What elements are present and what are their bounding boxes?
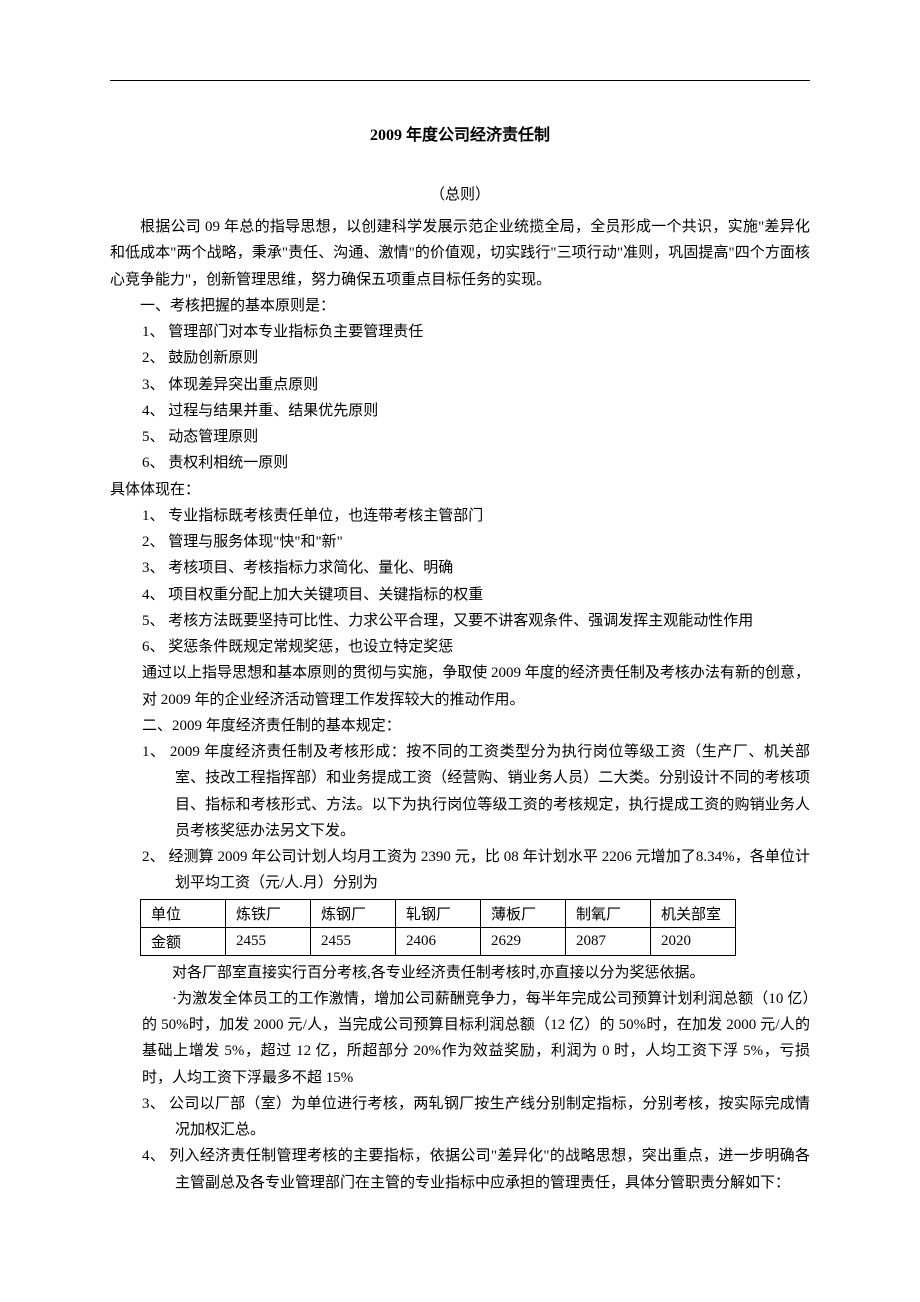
principles-list: 1、 管理部门对本专业指标负主要管理责任 2、 鼓励创新原则 3、 体现差异突出… xyxy=(142,319,810,477)
table-cell: 2629 xyxy=(481,927,566,955)
embody-item: 2、 管理与服务体现"快"和"新" xyxy=(142,529,810,555)
transition-paragraph: 通过以上指导思想和基本原则的贯彻与实施，争取使 2009 年度的经济责任制及考核… xyxy=(142,660,810,713)
table-row-header: 单位 炼铁厂 炼钢厂 轧钢厂 薄板厂 制氧厂 机关部室 xyxy=(141,899,736,927)
after-table-block: 对各厂部室直接实行百分考核,各专业经济责任制考核时,亦直接以分为奖惩依据。 ·为… xyxy=(142,960,810,1091)
table-cell: 炼铁厂 xyxy=(226,899,311,927)
section-2-heading: 二、2009 年度经济责任制的基本规定： xyxy=(142,713,810,739)
document-subtitle: （总则） xyxy=(110,183,810,204)
principle-item: 2、 鼓励创新原则 xyxy=(142,345,810,371)
table-cell: 轧钢厂 xyxy=(396,899,481,927)
section-1-heading: 一、考核把握的基本原则是： xyxy=(110,293,810,319)
table-cell: 2087 xyxy=(566,927,651,955)
principle-item: 1、 管理部门对本专业指标负主要管理责任 xyxy=(142,319,810,345)
principle-item: 4、 过程与结果并重、结果优先原则 xyxy=(142,398,810,424)
after-table-line-1: 对各厂部室直接实行百分考核,各专业经济责任制考核时,亦直接以分为奖惩依据。 xyxy=(142,960,810,986)
table-row-values: 金额 2455 2455 2406 2629 2087 2020 xyxy=(141,927,736,955)
embody-item: 4、 项目权重分配上加大关键项目、关键指标的权重 xyxy=(142,582,810,608)
transition-block: 通过以上指导思想和基本原则的贯彻与实施，争取使 2009 年度的经济责任制及考核… xyxy=(142,660,810,896)
principle-item: 3、 体现差异突出重点原则 xyxy=(142,372,810,398)
principle-item: 6、 责权利相统一原则 xyxy=(142,450,810,476)
intro-paragraph: 根据公司 09 年总的指导思想，以创建科学发展示范企业统揽全局，全员形成一个共识… xyxy=(110,214,810,293)
table-cell: 2020 xyxy=(651,927,736,955)
table-cell: 2455 xyxy=(226,927,311,955)
document-title: 2009 年度公司经济责任制 xyxy=(110,121,810,145)
table-cell: 2406 xyxy=(396,927,481,955)
table-cell: 薄板厂 xyxy=(481,899,566,927)
after-table-line-2: ·为激发全体员工的工作激情，增加公司薪酬竞争力，每半年完成公司预算计划利润总额（… xyxy=(142,986,810,1091)
embody-label: 具体体现在： xyxy=(110,477,810,503)
embody-item: 1、 专业指标既考核责任单位，也连带考核主管部门 xyxy=(142,503,810,529)
rule-1: 1、 2009 年度经济责任制及考核形成：按不同的工资类型分为执行岗位等级工资（… xyxy=(142,739,810,844)
embody-item: 6、 奖惩条件既规定常规奖惩，也设立特定奖惩 xyxy=(142,634,810,660)
table-cell: 金额 xyxy=(141,927,226,955)
salary-table: 单位 炼铁厂 炼钢厂 轧钢厂 薄板厂 制氧厂 机关部室 金额 2455 2455… xyxy=(140,899,736,956)
table-cell: 2455 xyxy=(311,927,396,955)
table-cell: 单位 xyxy=(141,899,226,927)
embody-item: 3、 考核项目、考核指标力求简化、量化、明确 xyxy=(142,555,810,581)
rules-continued: 3、 公司以厂部（室）为单位进行考核，两轧钢厂按生产线分别制定指标，分别考核，按… xyxy=(142,1091,810,1196)
rule-4: 4、 列入经济责任制管理考核的主要指标，依据公司"差异化"的战略思想，突出重点，… xyxy=(142,1143,810,1196)
table-cell: 制氧厂 xyxy=(566,899,651,927)
rule-3: 3、 公司以厂部（室）为单位进行考核，两轧钢厂按生产线分别制定指标，分别考核，按… xyxy=(142,1091,810,1144)
principle-item: 5、 动态管理原则 xyxy=(142,424,810,450)
table-cell: 炼钢厂 xyxy=(311,899,396,927)
top-rule xyxy=(110,80,810,81)
document-page: 2009 年度公司经济责任制 （总则） 根据公司 09 年总的指导思想，以创建科… xyxy=(0,0,920,1302)
rule-2: 2、 经测算 2009 年公司计划人均月工资为 2390 元，比 08 年计划水… xyxy=(142,844,810,897)
embody-list: 1、 专业指标既考核责任单位，也连带考核主管部门 2、 管理与服务体现"快"和"… xyxy=(142,503,810,661)
embody-item: 5、 考核方法既要坚持可比性、力求公平合理，又要不讲客观条件、强调发挥主观能动性… xyxy=(142,608,810,634)
table-cell: 机关部室 xyxy=(651,899,736,927)
